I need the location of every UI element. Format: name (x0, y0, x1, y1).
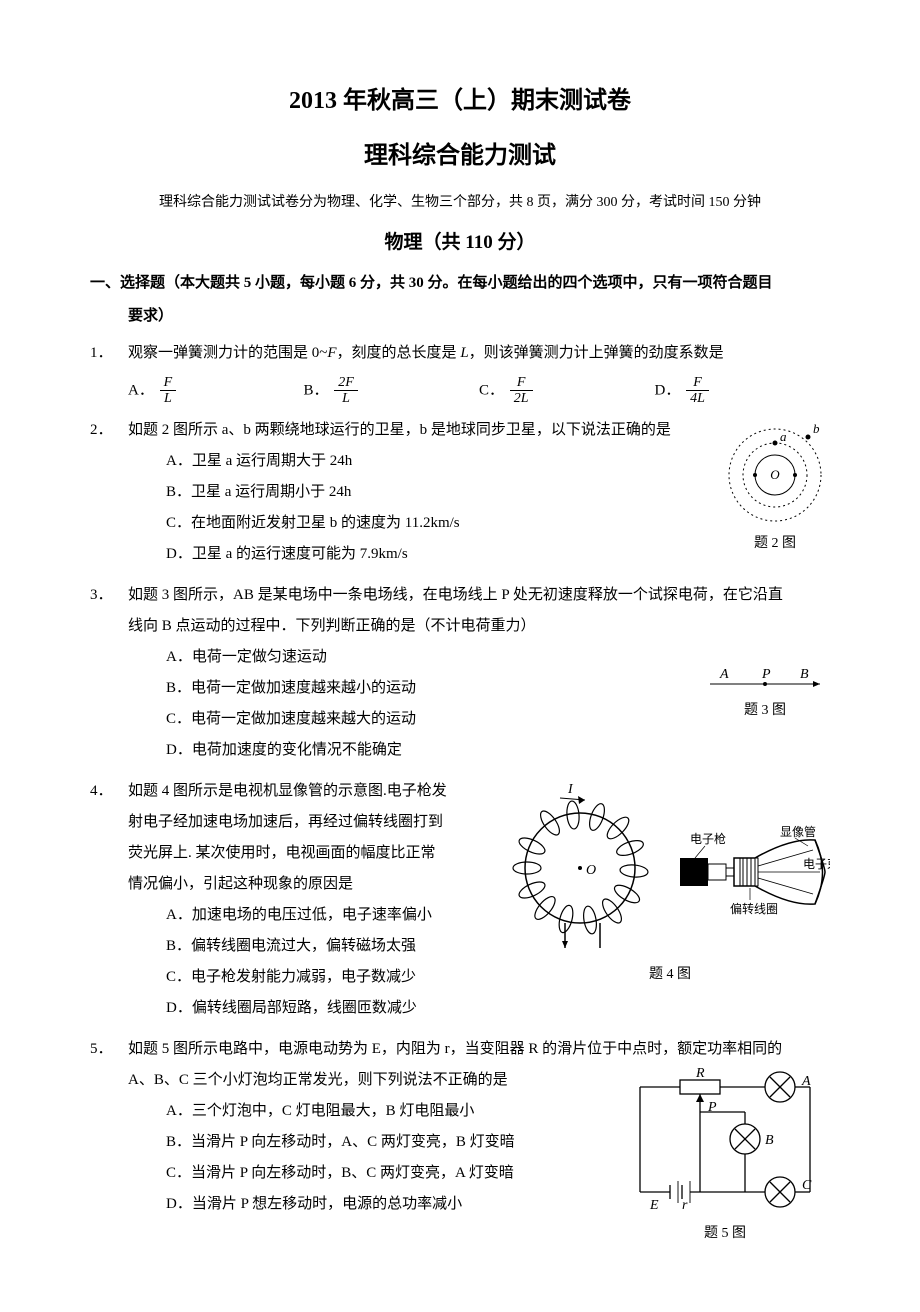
q4-num: 4． (90, 778, 113, 805)
q5-caption: 题 5 图 (620, 1221, 830, 1246)
svg-text:C: C (802, 1178, 812, 1193)
q1-b-label: B． (304, 382, 329, 398)
instruction-line2: 要求） (90, 303, 830, 330)
q4-opt-c: C．电子枪发射能力减弱，电子数减少 (128, 964, 500, 991)
q1-pre: 观察一弹簧测力计的范围是 0~ (128, 345, 327, 361)
svg-text:a: a (780, 429, 787, 444)
q4-text4: 情况偏小，引起这种现象的原因是 (128, 871, 500, 898)
question-2: O a b 题 2 图 2． 如题 2 图所示 a、b 两颗绕地球运行的卫星，b… (90, 417, 830, 572)
svg-text:P: P (707, 1100, 717, 1115)
q3-opt-d: D．电荷加速度的变化情况不能确定 (128, 737, 830, 764)
svg-text:B: B (800, 667, 809, 682)
svg-text:偏转线圈: 偏转线圈 (730, 901, 778, 916)
svg-text:电子束: 电子束 (803, 857, 830, 871)
intro-text: 理科综合能力测试试卷分为物理、化学、生物三个部分，共 8 页，满分 300 分，… (90, 190, 830, 215)
svg-text:P: P (761, 667, 771, 682)
q5-figure: R P A B C E r 题 5 图 (620, 1067, 830, 1246)
q3-text2: 线向 B 点运动的过程中．下列判断正确的是（不计电荷重力） (128, 613, 830, 640)
q1-d-den: 4L (686, 391, 709, 406)
q4-text3: 荧光屏上. 某次使用时，电视画面的幅度比正常 (128, 840, 500, 867)
q4-opt-a: A．加速电场的电压过低，电子速率偏小 (128, 902, 500, 929)
q4-opt-d: D．偏转线圈局部短路，线圈匝数减少 (128, 995, 500, 1022)
q1-l: L (460, 345, 468, 361)
q1-b-num: 2F (334, 375, 358, 391)
q1-c-den: 2L (510, 391, 533, 406)
q1-opt-b: B． 2FL (304, 375, 480, 407)
q1-opt-a: A． FL (128, 375, 304, 407)
q3-text1: 如题 3 图所示，AB 是某电场中一条电场线，在电场线上 P 处无初速度释放一个… (128, 582, 830, 609)
svg-text:E: E (649, 1198, 659, 1213)
q2-diagram-icon: O a b (720, 417, 830, 527)
q1-c-num: F (510, 375, 533, 391)
q4-diagram-icon: O (510, 778, 830, 958)
question-3: 3． 如题 3 图所示，AB 是某电场中一条电场线，在电场线上 P 处无初速度释… (90, 582, 830, 768)
q1-f: F (327, 345, 336, 361)
q1-a-den: L (160, 391, 177, 406)
svg-text:O: O (770, 467, 780, 482)
svg-text:B: B (765, 1133, 774, 1148)
q1-b-den: L (334, 391, 358, 406)
q1-opt-c: C． F2L (479, 375, 655, 407)
q1-post: ，则该弹簧测力计上弹簧的劲度系数是 (469, 345, 724, 361)
q1-num: 1． (90, 340, 113, 367)
svg-text:R: R (695, 1067, 705, 1081)
title-main: 2013 年秋高三（上）期末测试卷 (90, 80, 830, 123)
q1-mid: ，刻度的总长度是 (337, 345, 461, 361)
svg-text:b: b (813, 421, 820, 436)
q1-d-label: D． (655, 382, 681, 398)
instruction-line1: 一、选择题（本大题共 5 小题，每小题 6 分，共 30 分。在每小题给出的四个… (90, 270, 830, 297)
q2-num: 2． (90, 417, 113, 444)
question-5: 5． 如题 5 图所示电路中，电源电动势为 E，内阻为 r，当变阻器 R 的滑片… (90, 1036, 830, 1246)
q1-a-label: A． (128, 382, 154, 398)
svg-text:电子枪: 电子枪 (690, 831, 726, 846)
svg-text:A: A (801, 1074, 811, 1089)
title-sub: 理科综合能力测试 (90, 135, 830, 178)
q1-text: 观察一弹簧测力计的范围是 0~F，刻度的总长度是 L，则该弹簧测力计上弹簧的劲度… (128, 340, 830, 367)
q4-opt-b: B．偏转线圈电流过大，偏转磁场太强 (128, 933, 500, 960)
q1-d-num: F (686, 375, 709, 391)
q1-options: A． FL B． 2FL C． F2L D． F4L (128, 375, 830, 407)
svg-text:r: r (682, 1198, 688, 1213)
svg-text:显像管: 显像管 (780, 824, 816, 839)
q4-figure: O (510, 778, 830, 1026)
q4-text2: 射电子经加速电场加速后，再经过偏转线圈打到 (128, 809, 500, 836)
q1-c-label: C． (479, 382, 504, 398)
section-title: 物理（共 110 分） (90, 226, 830, 260)
q1-opt-d: D． F4L (655, 375, 831, 407)
q3-figure: A P B 题 3 图 (700, 664, 830, 723)
q2-figure: O a b 题 2 图 (720, 417, 830, 556)
svg-text:O: O (586, 863, 596, 878)
q5-text1: 如题 5 图所示电路中，电源电动势为 E，内阻为 r，当变阻器 R 的滑片位于中… (128, 1036, 830, 1063)
q2-caption: 题 2 图 (720, 531, 830, 556)
q4-caption: 题 4 图 (510, 962, 830, 987)
svg-text:A: A (719, 667, 729, 682)
question-1: 1． 观察一弹簧测力计的范围是 0~F，刻度的总长度是 L，则该弹簧测力计上弹簧… (90, 340, 830, 407)
q5-diagram-icon: R P A B C E r (620, 1067, 830, 1217)
q5-num: 5． (90, 1036, 113, 1063)
q3-caption: 题 3 图 (700, 698, 830, 723)
q3-num: 3． (90, 582, 113, 609)
svg-text:I: I (567, 782, 574, 797)
q1-a-num: F (160, 375, 177, 391)
q3-diagram-icon: A P B (700, 664, 830, 694)
question-4: 4． 如题 4 图所示是电视机显像管的示意图.电子枪发 射电子经加速电场加速后，… (90, 778, 830, 1026)
q4-text1: 如题 4 图所示是电视机显像管的示意图.电子枪发 (128, 778, 500, 805)
